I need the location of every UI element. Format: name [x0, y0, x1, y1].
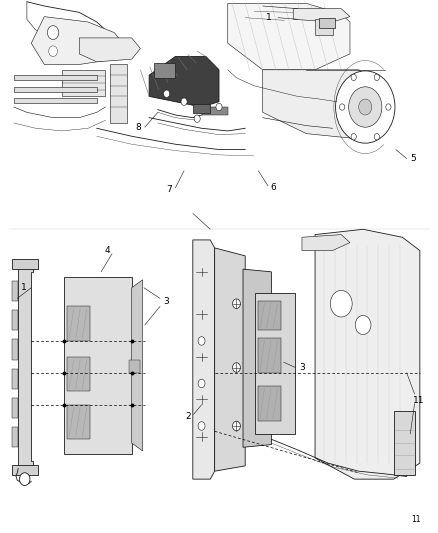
Polygon shape — [12, 340, 18, 360]
Bar — [153, 63, 175, 78]
Text: 6: 6 — [271, 183, 276, 192]
Polygon shape — [132, 280, 143, 451]
Polygon shape — [67, 306, 90, 341]
Polygon shape — [258, 386, 281, 421]
Polygon shape — [130, 360, 140, 373]
Polygon shape — [18, 264, 33, 469]
Polygon shape — [302, 235, 350, 251]
Bar — [319, 18, 335, 28]
Polygon shape — [215, 248, 245, 471]
Text: 11: 11 — [411, 514, 420, 523]
Text: 7: 7 — [166, 185, 172, 194]
Text: 5: 5 — [410, 154, 416, 163]
Polygon shape — [67, 357, 90, 391]
Circle shape — [198, 379, 205, 387]
Polygon shape — [228, 3, 350, 70]
Text: 2: 2 — [186, 412, 191, 421]
Polygon shape — [315, 229, 420, 479]
Polygon shape — [149, 56, 219, 107]
Polygon shape — [258, 338, 281, 373]
Polygon shape — [14, 87, 97, 92]
Polygon shape — [258, 301, 281, 330]
Polygon shape — [62, 70, 106, 96]
Text: 1: 1 — [21, 283, 26, 292]
Circle shape — [233, 421, 240, 431]
Circle shape — [181, 98, 187, 106]
Polygon shape — [79, 38, 141, 62]
Circle shape — [351, 74, 357, 80]
Circle shape — [198, 422, 205, 430]
Circle shape — [386, 104, 391, 110]
Circle shape — [233, 299, 240, 309]
Polygon shape — [255, 293, 295, 434]
Bar — [193, 104, 210, 114]
Circle shape — [49, 46, 57, 56]
Polygon shape — [12, 310, 18, 330]
Polygon shape — [193, 240, 215, 479]
Text: 11: 11 — [413, 396, 425, 405]
Polygon shape — [12, 398, 18, 418]
Circle shape — [349, 87, 382, 127]
Text: 1: 1 — [266, 13, 272, 22]
Text: 4: 4 — [105, 246, 110, 255]
Polygon shape — [12, 465, 38, 475]
Polygon shape — [12, 281, 18, 301]
Circle shape — [216, 103, 222, 111]
Circle shape — [163, 90, 170, 98]
Text: 8: 8 — [135, 123, 141, 132]
Circle shape — [359, 99, 372, 115]
Polygon shape — [315, 19, 332, 35]
Polygon shape — [263, 70, 385, 139]
Circle shape — [233, 363, 240, 372]
Circle shape — [330, 290, 352, 317]
Polygon shape — [110, 64, 127, 123]
Circle shape — [374, 74, 379, 80]
Polygon shape — [201, 107, 228, 115]
Circle shape — [351, 134, 357, 140]
Circle shape — [47, 26, 59, 39]
Circle shape — [19, 473, 30, 486]
Circle shape — [355, 316, 371, 335]
Bar — [394, 411, 415, 475]
Circle shape — [374, 134, 379, 140]
Polygon shape — [64, 277, 132, 454]
Circle shape — [198, 337, 205, 345]
Circle shape — [339, 104, 345, 110]
Polygon shape — [14, 75, 97, 80]
Polygon shape — [243, 269, 272, 447]
Text: 3: 3 — [164, 296, 170, 305]
Polygon shape — [14, 98, 97, 103]
Polygon shape — [67, 405, 90, 439]
Circle shape — [336, 71, 395, 143]
Text: 3: 3 — [299, 363, 305, 372]
Polygon shape — [12, 368, 18, 389]
Polygon shape — [293, 9, 350, 22]
Polygon shape — [31, 17, 123, 64]
Polygon shape — [12, 427, 18, 447]
Polygon shape — [12, 259, 38, 269]
Circle shape — [194, 115, 200, 123]
